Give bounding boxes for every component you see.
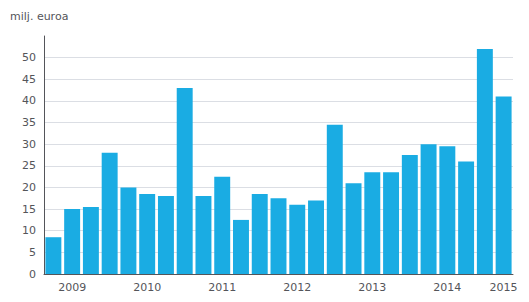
svg-text:0: 0 [29, 268, 36, 281]
svg-text:2009: 2009 [58, 281, 86, 294]
svg-text:2013: 2013 [358, 281, 386, 294]
svg-text:milj. euroa: milj. euroa [10, 10, 68, 23]
svg-text:2010: 2010 [133, 281, 161, 294]
svg-text:25: 25 [22, 159, 36, 172]
svg-text:2012: 2012 [283, 281, 311, 294]
svg-text:2015: 2015 [490, 281, 518, 294]
svg-text:10: 10 [22, 224, 36, 237]
svg-text:20: 20 [22, 181, 36, 194]
svg-text:45: 45 [22, 73, 36, 86]
svg-text:30: 30 [22, 138, 36, 151]
svg-text:50: 50 [22, 51, 36, 64]
svg-text:2014: 2014 [433, 281, 461, 294]
svg-text:2011: 2011 [208, 281, 236, 294]
svg-text:15: 15 [22, 203, 36, 216]
svg-text:5: 5 [29, 246, 36, 259]
svg-text:35: 35 [22, 116, 36, 129]
svg-text:40: 40 [22, 94, 36, 107]
